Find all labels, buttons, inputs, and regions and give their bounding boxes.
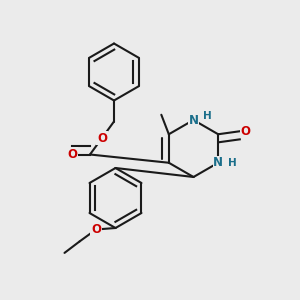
Text: O: O bbox=[97, 131, 107, 145]
Text: H: H bbox=[228, 158, 236, 168]
Text: N: N bbox=[213, 156, 223, 169]
Text: O: O bbox=[67, 148, 77, 161]
Text: N: N bbox=[188, 113, 199, 127]
Text: O: O bbox=[240, 125, 250, 138]
Text: H: H bbox=[203, 111, 212, 121]
Text: O: O bbox=[91, 223, 101, 236]
